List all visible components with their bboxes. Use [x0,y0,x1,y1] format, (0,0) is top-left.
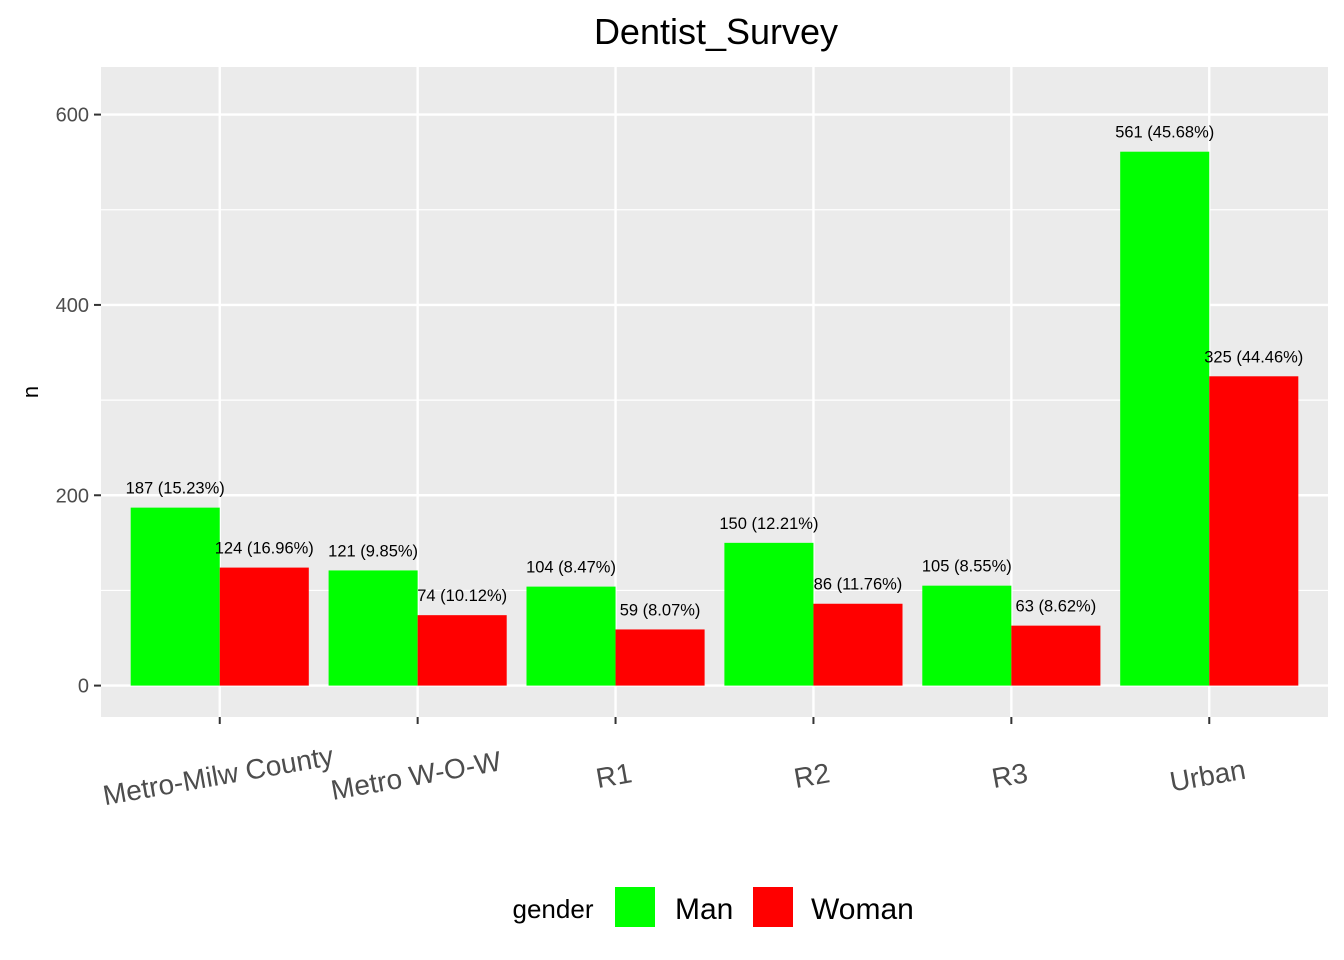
legend-key-woman [751,885,795,929]
bars [130,151,1299,686]
bar-woman [1209,376,1299,686]
bar-woman [813,603,903,686]
y-tick-label: 600 [56,105,89,127]
bar-value-label: 187 (15.23%) [126,480,225,498]
y-axis: 0 200 400 600 [56,105,101,698]
legend-label-woman: Woman [811,893,914,926]
bar-value-label: 124 (16.96%) [215,540,314,558]
bar-man [130,507,220,686]
bar-value-label: 86 (11.76%) [814,576,903,594]
bar-value-label: 74 (10.12%) [417,587,507,605]
bar-value-label: 325 (44.46%) [1204,348,1303,366]
x-tick-label: R3 [989,757,1030,794]
bar-value-label: 150 (12.21%) [719,515,818,533]
y-tick-label: 400 [56,295,89,317]
bar-value-label: 104 (8.47%) [526,559,616,577]
bar-man [724,542,814,686]
bar-man [328,570,418,686]
bar-value-label: 561 (45.68%) [1115,124,1214,142]
legend-label-man: Man [675,893,733,926]
bar-man [922,585,1012,686]
bar-woman [1011,625,1101,686]
bar-value-label: 121 (9.85%) [328,542,418,560]
bar-woman [417,615,507,686]
legend: gender Man Woman [513,885,914,929]
bar-woman [219,567,309,686]
x-tick-label: R1 [594,757,635,794]
x-tick-label: R2 [791,757,832,794]
bar-value-label: 105 (8.55%) [922,558,1012,576]
legend-title: gender [513,894,594,924]
bar-man [1120,151,1210,686]
y-tick-label: 200 [56,485,89,507]
y-axis-title: n [18,386,43,398]
data-labels: 187 (15.23%) 121 (9.85%) 104 (8.47%) 150 (1… [126,124,1304,620]
bar-woman [615,629,705,686]
legend-key-man [613,885,657,929]
chart-title: Dentist_Survey [594,11,838,52]
bar-value-label: 63 (8.62%) [1016,598,1097,616]
bar-man [526,586,616,686]
bar-value-label: 59 (8.07%) [620,601,701,619]
y-tick-label: 0 [78,676,89,698]
